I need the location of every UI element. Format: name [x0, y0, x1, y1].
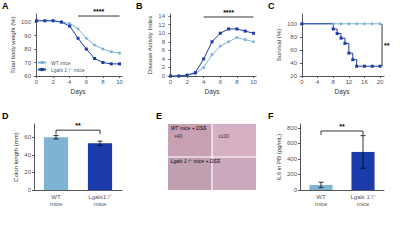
- svg-text:12: 12: [345, 79, 352, 85]
- svg-text:D: D: [2, 111, 9, 121]
- svg-text:B: B: [136, 1, 143, 11]
- svg-text:600: 600: [287, 140, 298, 146]
- svg-text:14: 14: [158, 13, 165, 19]
- svg-text:Days: Days: [205, 88, 221, 96]
- svg-text:mice: mice: [315, 201, 328, 207]
- svg-text:100: 100: [21, 19, 32, 25]
- svg-text:Colon length (mm): Colon length (mm): [13, 132, 19, 181]
- svg-text:0: 0: [169, 79, 173, 85]
- svg-text:2: 2: [162, 64, 166, 70]
- svg-text:20: 20: [290, 73, 297, 79]
- svg-text:x100: x100: [218, 133, 229, 139]
- svg-text:100: 100: [287, 21, 298, 27]
- svg-text:400: 400: [287, 156, 298, 162]
- svg-text:40: 40: [290, 60, 297, 66]
- svg-text:4: 4: [316, 79, 320, 85]
- svg-text:F: F: [268, 111, 274, 121]
- svg-text:4: 4: [68, 79, 72, 85]
- svg-text:60: 60: [290, 47, 297, 53]
- svg-text:4: 4: [202, 79, 206, 85]
- svg-text:Disease Activity Index: Disease Activity Index: [147, 16, 153, 74]
- svg-text:60: 60: [24, 73, 31, 79]
- svg-text:2: 2: [51, 79, 55, 85]
- svg-text:10: 10: [116, 79, 123, 85]
- svg-text:6: 6: [219, 79, 223, 85]
- svg-text:0: 0: [35, 79, 39, 85]
- svg-text:A: A: [2, 1, 9, 11]
- svg-text:mice: mice: [50, 201, 63, 207]
- svg-text:10: 10: [250, 79, 257, 85]
- svg-text:WT: WT: [316, 194, 326, 200]
- svg-text:Survival (%): Survival (%): [276, 29, 282, 61]
- svg-text:90: 90: [24, 33, 31, 39]
- svg-text:mice: mice: [357, 201, 370, 207]
- svg-text:6: 6: [162, 47, 166, 53]
- svg-text:4: 4: [162, 56, 166, 62]
- svg-text:6: 6: [85, 79, 89, 85]
- svg-text:C: C: [268, 1, 275, 11]
- svg-text:WT mice + DSS: WT mice + DSS: [171, 125, 207, 131]
- svg-text:70: 70: [24, 60, 31, 66]
- svg-text:****: ****: [93, 8, 104, 15]
- svg-text:2: 2: [185, 79, 189, 85]
- svg-text:Days: Days: [71, 88, 87, 96]
- svg-text:0: 0: [294, 187, 298, 193]
- svg-text:WT: WT: [51, 194, 61, 200]
- svg-text:**: **: [75, 122, 81, 129]
- svg-text:E: E: [156, 111, 162, 121]
- svg-text:40: 40: [24, 152, 31, 158]
- svg-text:8: 8: [101, 79, 105, 85]
- svg-text:8: 8: [332, 79, 336, 85]
- svg-text:10: 10: [158, 30, 165, 36]
- svg-text:20: 20: [377, 79, 384, 85]
- svg-text:60: 60: [24, 134, 31, 140]
- svg-text:0: 0: [162, 73, 166, 79]
- svg-text:**: **: [339, 123, 345, 130]
- svg-text:8: 8: [235, 79, 239, 85]
- svg-text:**: **: [384, 42, 390, 49]
- svg-text:Lgals1⁻/⁻: Lgals1⁻/⁻: [88, 194, 111, 200]
- svg-text:8: 8: [162, 39, 166, 45]
- svg-text:16: 16: [361, 79, 368, 85]
- svg-text:80: 80: [24, 46, 31, 52]
- svg-text:Total body weight (%): Total body weight (%): [10, 16, 16, 73]
- svg-text:WT mice: WT mice: [51, 60, 71, 66]
- svg-text:x40: x40: [174, 133, 182, 139]
- svg-text:20: 20: [24, 169, 31, 175]
- svg-text:800: 800: [287, 125, 298, 131]
- svg-text:Days: Days: [335, 88, 351, 96]
- svg-text:mice: mice: [94, 201, 107, 207]
- svg-text:Lgals 1⁻/⁻ mice: Lgals 1⁻/⁻ mice: [51, 67, 85, 73]
- svg-text:IL6 in PB (pg/mL): IL6 in PB (pg/mL): [276, 134, 282, 181]
- svg-text:Lgals 1⁻/⁻ mice + DSS: Lgals 1⁻/⁻ mice + DSS: [171, 158, 221, 164]
- svg-text:0: 0: [28, 187, 32, 193]
- svg-text:****: ****: [223, 9, 234, 16]
- svg-text:0: 0: [300, 79, 304, 85]
- svg-text:12: 12: [158, 22, 165, 28]
- svg-text:200: 200: [287, 171, 298, 177]
- svg-text:80: 80: [290, 34, 297, 40]
- svg-text:Lgals 1⁻/⁻: Lgals 1⁻/⁻: [350, 194, 375, 200]
